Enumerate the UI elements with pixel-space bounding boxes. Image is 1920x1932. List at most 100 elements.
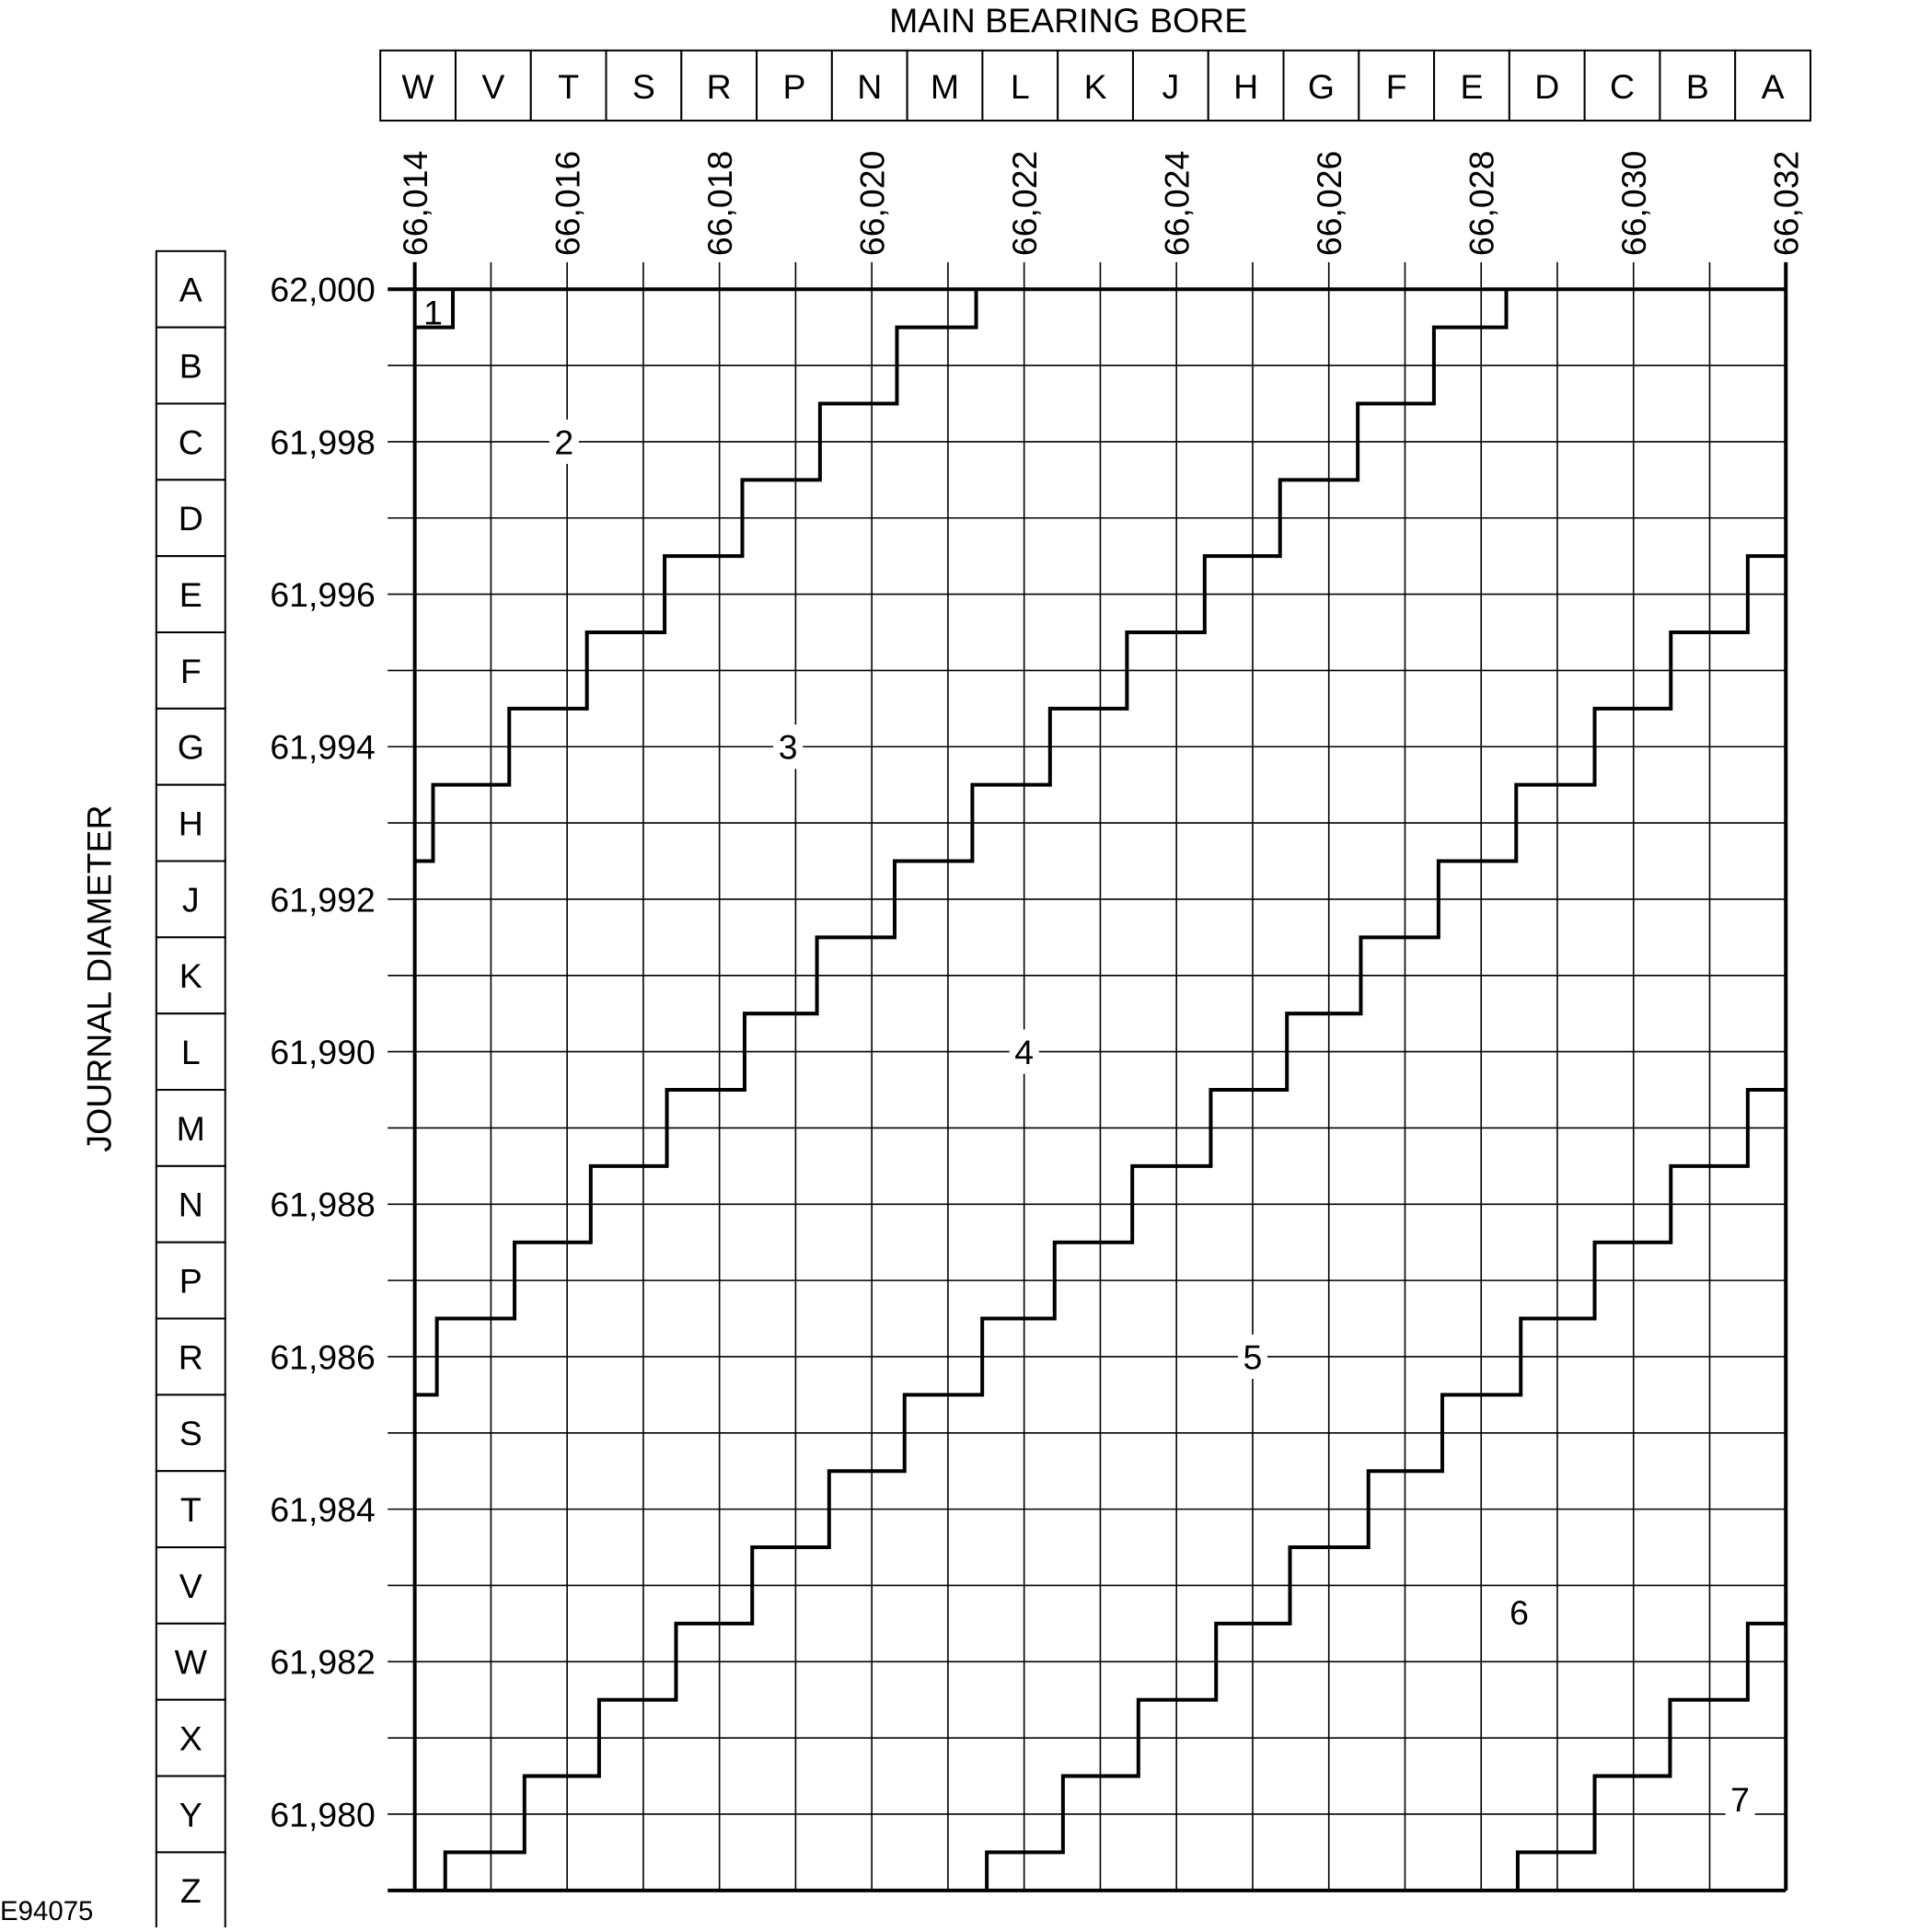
y-tick-label: 61,980 [270,1795,376,1834]
bore-grade-label: T [558,67,579,106]
bore-grade-box [1583,49,1661,122]
zone-label: 6 [1509,1593,1529,1632]
journal-grade-box [155,1622,226,1701]
zone-boundary-staircase [414,289,978,863]
bore-grade-box [830,49,908,122]
bore-grade-box [906,49,984,122]
y-tick-label: 61,990 [270,1033,376,1071]
zone-label-background [549,419,579,464]
bore-grade-label: S [632,67,655,106]
journal-grade-label: M [177,1109,205,1148]
bore-grade-label: R [707,67,732,106]
journal-grade-label: B [179,346,202,385]
journal-grade-box [155,555,226,634]
x-tick-label: 66,032 [1767,151,1806,257]
zone-boundary-staircase [1515,1621,1787,1891]
journal-grade-box [155,936,226,1015]
journal-grade-box [155,860,226,939]
x-tick-labels: 66,014 66,016 66,018 66,020 66,022 66,024 66,0… [396,151,1806,257]
y-tick-label: 61,982 [270,1643,376,1682]
y-tick-label: 61,994 [270,728,376,767]
bore-grade-label: W [401,67,434,106]
bore-grade-label: G [1308,67,1335,106]
zone-label: 3 [779,728,798,767]
journal-grade-box [155,1394,226,1473]
bore-grade-box [529,49,607,122]
x-tick-label: 66,020 [853,151,892,257]
bore-grade-label: V [481,67,504,106]
bore-grade-box [1131,49,1209,122]
journal-grade-label: T [180,1490,202,1529]
zone-label: 2 [554,422,573,461]
bore-grade-label: F [1386,67,1407,106]
journal-grade-label: N [179,1186,203,1224]
journal-grade-label: F [180,652,202,690]
x-tick-label: 66,018 [700,151,739,257]
bore-grade-label: N [857,67,882,106]
y-tick-label: 61,998 [270,422,376,461]
journal-grade-label: C [179,422,203,461]
x-tick-label: 66,014 [396,151,434,257]
zone-label: 4 [1014,1033,1034,1071]
journal-grade-label: H [179,804,203,842]
journal-grade-box [155,1851,226,1930]
y-tick-label: 61,986 [270,1337,376,1376]
bore-grade-label: P [782,67,805,106]
zone-boundary-staircase [985,1088,1787,1891]
bore-grade-label: M [931,67,959,106]
journal-grade-box [155,326,226,405]
bore-grade-label: C [1610,67,1635,106]
bore-grade-label: E [1460,67,1483,106]
journal-grade-box [155,631,226,710]
y-tick-labels: 62,000 61,998 61,996 61,994 61,992 61,990 61,9… [270,271,376,1834]
journal-grade-label: E [179,575,202,614]
x-tick-label: 66,026 [1310,151,1348,257]
bore-grade-label: K [1084,67,1107,106]
zone-boundary-staircase [414,289,1509,1397]
zone-label-background [1504,1590,1534,1635]
x-tick-label: 66,030 [1614,151,1653,257]
journal-grade-label: Z [180,1871,202,1910]
figure-id: E94075 [0,1896,93,1926]
bore-grade-box [1282,49,1360,122]
journal-grade-box [155,1164,226,1244]
bore-grade-box [680,49,758,122]
y-tick-label: 61,988 [270,1186,376,1224]
journal-grade-box [155,707,226,786]
journal-grade-box [155,1546,226,1625]
journal-grade-label: S [179,1414,202,1452]
bore-grade-box [1433,49,1510,122]
journal-grade-box [155,1317,226,1396]
zone-boundaries [414,289,1787,1891]
bore-grade-label: B [1686,67,1709,106]
bore-grade-box [379,49,457,122]
bore-grade-box [1358,49,1436,122]
x-tick-label: 66,024 [1158,151,1197,257]
journal-grade-box [155,1698,226,1777]
bore-grade-label: H [1233,67,1258,106]
zone-label-background [1725,1776,1755,1822]
zone-labels: 1 2 3 4 5 6 7 [423,293,1755,1822]
x-tick-label: 66,022 [1005,151,1044,257]
x-axis-title: MAIN BEARING BORE [889,1,1247,40]
zone-boundary-staircase [414,289,456,330]
journal-grade-box [155,1089,226,1167]
journal-grade-label: A [179,271,202,309]
y-tick-label: 61,984 [270,1490,376,1529]
zone-label: 1 [423,293,443,331]
journal-grade-label: D [179,499,203,538]
bore-grade-box [1659,49,1737,122]
journal-grade-label: L [181,1033,201,1071]
journal-grade-label: K [179,956,202,995]
journal-grade-label: V [179,1567,202,1605]
journal-grade-label: P [179,1261,202,1300]
bore-grade-box [1207,49,1285,122]
journal-grade-box [155,783,226,862]
y-tick-label: 61,996 [270,575,376,614]
journal-grade-label: G [178,728,204,767]
journal-grade-label: W [175,1643,208,1682]
journal-grade-label: J [182,880,200,919]
